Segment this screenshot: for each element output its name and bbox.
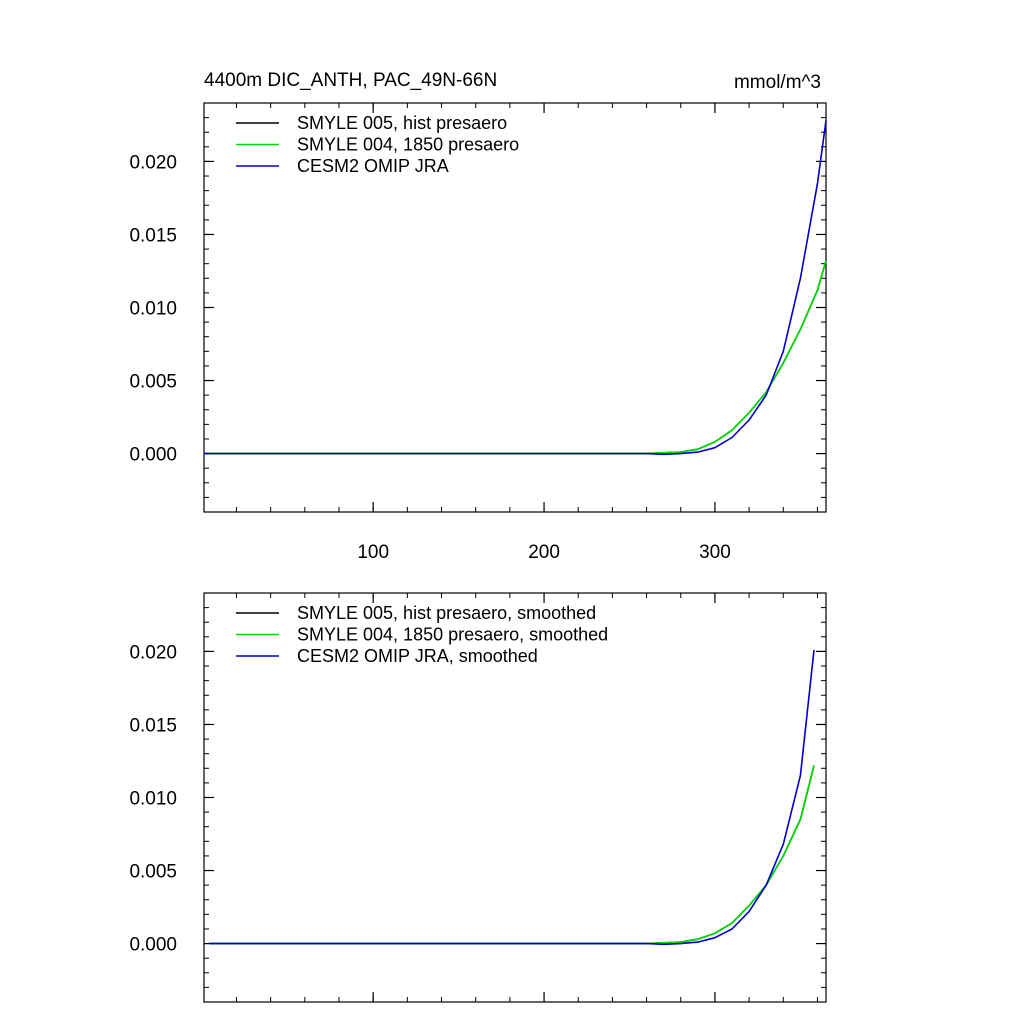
chart-title: 4400m DIC_ANTH, PAC_49N-66N	[204, 70, 497, 91]
legend-label: SMYLE 005, hist presaero, smoothed	[297, 603, 596, 623]
y-tick-label: 0.010	[129, 299, 177, 320]
series-line-1	[204, 260, 827, 455]
y-tick-label: 0.000	[129, 445, 177, 466]
units-label: mmol/m^3	[734, 72, 821, 93]
y-tick-label: 0.010	[129, 789, 177, 810]
series-line-2	[209, 765, 815, 945]
legend-label: SMYLE 005, hist presaero	[297, 113, 507, 133]
x-tick-label: 100	[357, 542, 389, 563]
y-tick-label: 0.020	[129, 642, 177, 663]
y-tick-label: 0.000	[129, 935, 177, 956]
y-tick-label: 0.005	[129, 372, 177, 393]
x-tick-label: 200	[528, 542, 560, 563]
series-line-3	[209, 649, 815, 946]
series-line-3	[204, 120, 827, 456]
legend-label: SMYLE 004, 1850 presaero, smoothed	[297, 625, 608, 645]
chart-panel-1: 0.000 0.005 0.010 0.015 0.020 100 200 300 4400m …	[129, 70, 827, 563]
x-tick-label: 300	[699, 542, 731, 563]
legend-label: CESM2 OMIP JRA, smoothed	[297, 646, 538, 666]
y-tick-label: 0.015	[129, 225, 177, 246]
y-tick-label: 0.020	[129, 152, 177, 173]
series-line-1	[209, 765, 815, 945]
legend-label: CESM2 OMIP JRA	[297, 156, 449, 176]
y-tick-label: 0.015	[129, 715, 177, 736]
legend-label: SMYLE 004, 1850 presaero	[297, 135, 519, 155]
chart-panel-2: 0.000 0.005 0.010 0.015 0.020 SMYLE 005, hist…	[129, 592, 827, 1003]
y-tick-label: 0.005	[129, 862, 177, 883]
series-line-2	[204, 260, 827, 455]
